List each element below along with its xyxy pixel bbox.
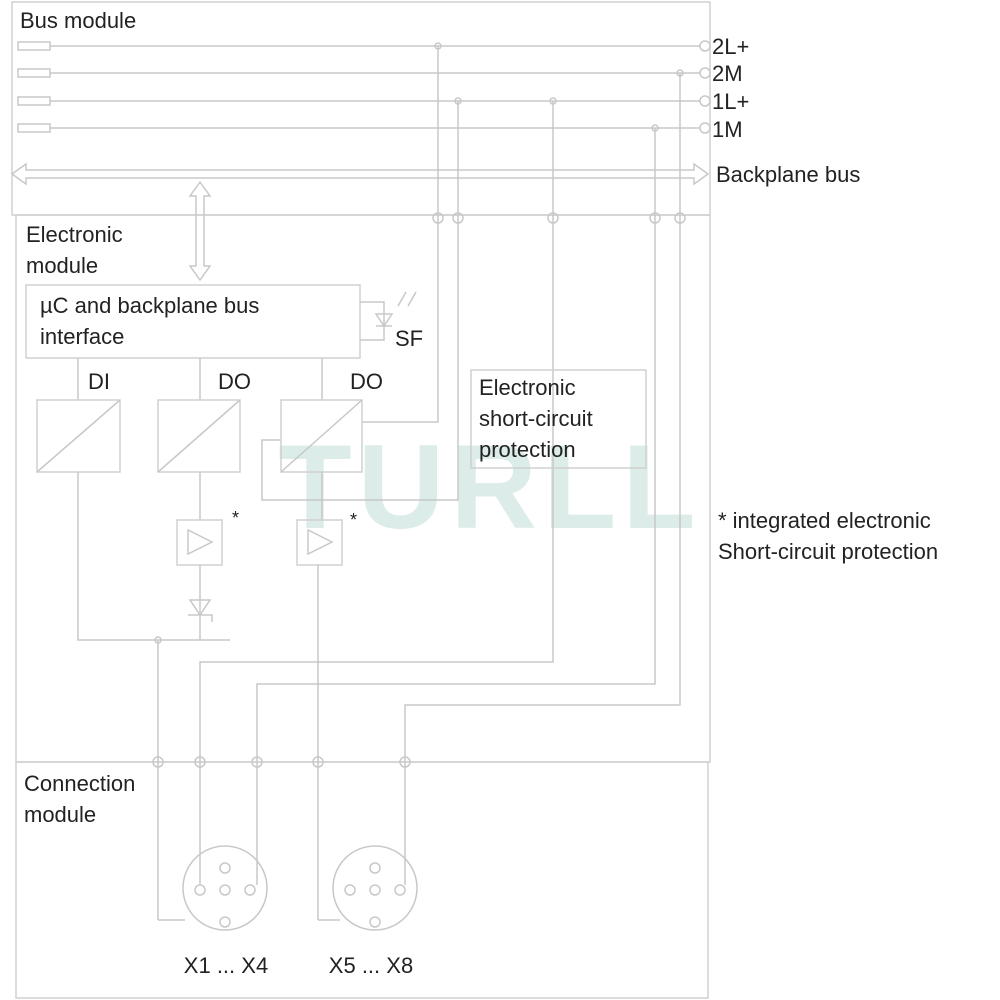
connection-module-title: module [24,802,96,827]
channel-blocks [36,358,647,921]
connection-module-title: Connection [24,771,135,796]
controller-box [25,284,361,359]
connection-module-box [15,761,709,999]
bus-module-title: Bus module [20,8,136,33]
footnote: * integrated electronic [718,508,931,533]
rail-label: 2M [712,61,743,86]
connector-label: X5 ... X8 [329,953,413,978]
controller-label: µC and backplane bus [40,293,259,318]
protection-label: Electronic [479,375,576,400]
marker: * [350,510,357,530]
footnote: Short-circuit protection [718,539,938,564]
connector-label: X1 ... X4 [184,953,268,978]
status-led-label: SF [395,326,423,351]
protection-label: short-circuit [479,406,593,431]
channel-label: DO [350,369,383,394]
channel-label: DI [88,369,110,394]
protection-label: protection [479,437,576,462]
channel-label: DO [218,369,251,394]
connectors [152,756,418,931]
bus-module-box [11,1,711,216]
electronic-module-title: module [26,253,98,278]
controller-label: interface [40,324,124,349]
rail-label: 2L+ [712,34,749,59]
marker: * [232,508,239,528]
rails [10,40,711,762]
rail-label: 1L+ [712,89,749,114]
electronic-module-title: Electronic [26,222,123,247]
backplane-bus-label: Backplane bus [716,162,860,187]
watermark: TURLL [278,420,701,554]
rail-label: 1M [712,117,743,142]
status-led-symbol [360,291,417,341]
